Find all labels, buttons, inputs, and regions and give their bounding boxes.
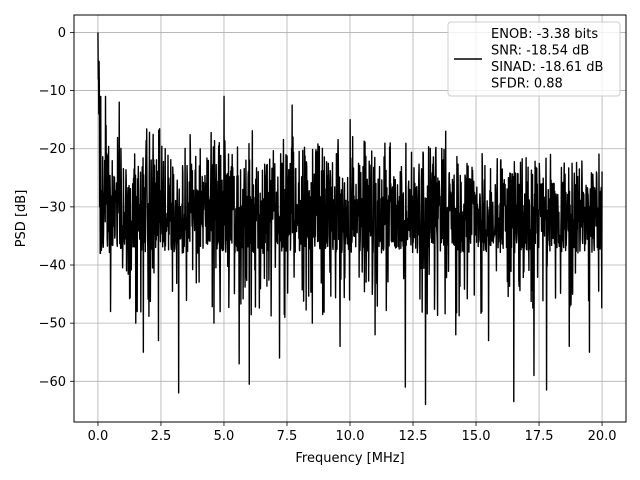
x-tick-label: 17.5 bbox=[525, 429, 554, 444]
legend-entry-sfdr: SFDR: 0.88 bbox=[491, 77, 563, 92]
x-axis-label: Frequency [MHz] bbox=[295, 451, 404, 466]
x-tick-label: 0.0 bbox=[88, 429, 109, 444]
y-tick-label: −40 bbox=[39, 259, 66, 274]
y-tick-label: −60 bbox=[39, 375, 66, 390]
x-tick-label: 2.5 bbox=[151, 429, 172, 444]
legend-entry-sinad: SINAD: -18.61 dB bbox=[491, 60, 603, 75]
y-axis-label: PSD [dB] bbox=[14, 190, 29, 248]
x-tick-label: 12.5 bbox=[399, 429, 428, 444]
x-tick-label: 7.5 bbox=[277, 429, 298, 444]
legend-entry-snr: SNR: -18.54 dB bbox=[491, 44, 589, 59]
y-tick-label: −20 bbox=[39, 142, 66, 157]
x-tick-label: 5.0 bbox=[214, 429, 235, 444]
x-tick-label: 20.0 bbox=[588, 429, 617, 444]
y-tick-label: −30 bbox=[39, 200, 66, 215]
psd-series bbox=[97, 32, 603, 406]
legend: ENOB: -3.38 bits SNR: -18.54 dB SINAD: -… bbox=[447, 21, 621, 97]
y-tick-label: 0 bbox=[58, 26, 66, 41]
legend-box bbox=[447, 21, 621, 97]
y-tick-label: −10 bbox=[39, 84, 66, 99]
x-tick-label: 15.0 bbox=[462, 429, 491, 444]
legend-entry-enob: ENOB: -3.38 bits bbox=[491, 27, 598, 42]
y-tick-label: −50 bbox=[39, 317, 66, 332]
ticks: 0.0 2.5 5.0 7.5 10.0 12.5 15.0 17.5 20.0 0 −10 −20 −… bbox=[39, 26, 617, 444]
x-tick-label: 10.0 bbox=[336, 429, 365, 444]
psd-line bbox=[97, 32, 603, 406]
